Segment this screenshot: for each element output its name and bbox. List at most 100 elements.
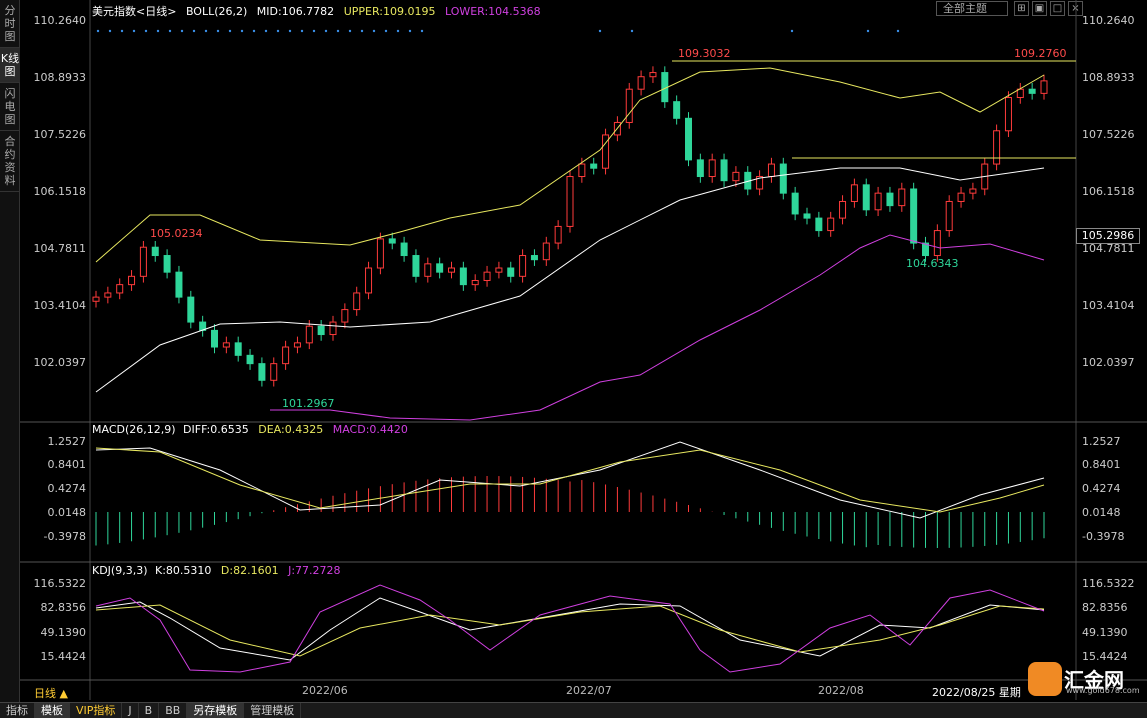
candle	[222, 342, 230, 348]
marker-dot	[108, 29, 112, 33]
candle	[637, 76, 645, 90]
tab-flash[interactable]: 闪电图	[0, 83, 20, 131]
candle	[862, 184, 870, 211]
left-nav: 分时图 K线图 闪电图 合约资料	[0, 0, 20, 718]
marker-dot	[598, 29, 602, 33]
y-tick-left: 15.4424	[41, 650, 87, 663]
theme-button[interactable]: 全部主题	[936, 1, 1008, 16]
candle	[139, 246, 147, 277]
y-tick-left: 0.4274	[48, 482, 87, 495]
marker-dot	[240, 29, 244, 33]
y-tick-left: 116.5322	[34, 577, 87, 590]
window-icon[interactable]: ▣	[1032, 1, 1047, 16]
candle	[957, 192, 965, 202]
y-tick-right: 82.8356	[1082, 601, 1128, 614]
marker-dot	[216, 29, 220, 33]
y-tick-right: 108.8933	[1082, 71, 1135, 84]
candle	[791, 192, 799, 215]
annotation-label: 105.0234	[150, 227, 203, 240]
marker-dot	[790, 29, 794, 33]
annotation-high: 109.2760	[1014, 47, 1067, 60]
marker-dot	[336, 29, 340, 33]
kdj-legend: KDJ(9,3,3) K:80.5310 D:82.1601 J:77.2728	[92, 564, 341, 577]
current-price-box: 105.2986	[1076, 228, 1140, 244]
marker-dot	[420, 29, 424, 33]
candle	[685, 117, 692, 161]
toolbar-vip[interactable]: VIP指标	[70, 703, 123, 718]
marker-dot	[264, 29, 268, 33]
kdj-j: J:77.2728	[288, 564, 341, 577]
y-tick-left: 110.2640	[34, 14, 87, 27]
candle	[1028, 88, 1036, 94]
marker-dot	[896, 29, 900, 33]
candle	[116, 284, 124, 294]
tab-kline[interactable]: K线图	[0, 48, 20, 83]
candle	[448, 267, 455, 273]
candle	[92, 296, 100, 302]
y-tick-left: 0.8401	[48, 458, 87, 471]
y-tick-right: 116.5322	[1082, 577, 1135, 590]
candle	[495, 267, 503, 273]
y-tick-right: -0.3978	[1082, 530, 1124, 543]
annotation-low: 101.2967	[282, 397, 335, 410]
toolbar-bb[interactable]: BB	[159, 703, 188, 718]
kdj-d-line	[95, 604, 1045, 657]
candle	[258, 363, 266, 381]
marker-dot	[156, 29, 160, 33]
y-tick-left: 103.4104	[34, 299, 87, 312]
y-tick-right: 103.4104	[1082, 299, 1135, 312]
candle	[353, 292, 361, 311]
toolbar-b[interactable]: B	[139, 703, 160, 718]
boll-label: BOLL(26,2)	[185, 5, 248, 18]
candle	[815, 217, 823, 232]
candle	[246, 354, 254, 365]
main-title: 美元指数<日线>	[92, 5, 177, 18]
candle	[412, 255, 420, 277]
toolbar-save-template[interactable]: 另存模板	[187, 703, 245, 718]
candle	[839, 200, 847, 219]
y-tick-right: 0.4274	[1082, 482, 1121, 495]
toolbar-indicator[interactable]: 指标	[0, 703, 35, 718]
macd-title: MACD(26,12,9)	[92, 423, 176, 436]
annotation-low: 104.6343	[906, 257, 959, 270]
y-tick-right: 1.2527	[1082, 435, 1121, 448]
candle	[151, 246, 159, 257]
period-label[interactable]: 日线 ▲	[34, 687, 68, 700]
marker-dot	[630, 29, 634, 33]
marker-dot	[348, 29, 352, 33]
candle	[803, 213, 811, 219]
y-tick-left: 1.2527	[48, 435, 87, 448]
candle	[732, 171, 740, 182]
marker-dot	[300, 29, 304, 33]
candle	[933, 230, 941, 257]
candle	[471, 279, 479, 286]
candle	[898, 188, 906, 207]
marker-dot	[168, 29, 172, 33]
candle	[400, 242, 408, 257]
toolbar-manage-template[interactable]: 管理模板	[244, 703, 302, 718]
candle	[566, 176, 574, 227]
marker-dot	[132, 29, 136, 33]
tab-time-sharing[interactable]: 分时图	[0, 0, 20, 48]
marker-dot	[396, 29, 400, 33]
y-tick-left: 82.8356	[41, 601, 87, 614]
candle	[827, 217, 835, 232]
x-label-current: 2022/08/25 星期	[932, 686, 1021, 699]
toolbar-j[interactable]: J	[122, 703, 139, 718]
candle	[625, 88, 633, 123]
toolbar-template[interactable]: 模板	[35, 703, 70, 718]
grid-icon[interactable]: ⊞	[1014, 1, 1029, 16]
marker-dot	[144, 29, 148, 33]
candle	[779, 163, 787, 194]
boll-lower: LOWER:104.5368	[444, 5, 541, 18]
candle	[720, 159, 728, 182]
boll-upper-line	[95, 67, 1045, 263]
candle	[874, 192, 882, 211]
candle	[175, 271, 183, 298]
macd-legend: MACD(26,12,9) DIFF:0.6535 DEA:0.4325 MAC…	[92, 423, 408, 436]
tab-contract[interactable]: 合约资料	[0, 131, 20, 192]
restore-icon[interactable]: □	[1050, 1, 1065, 16]
candle	[365, 267, 373, 294]
candle	[578, 163, 586, 178]
